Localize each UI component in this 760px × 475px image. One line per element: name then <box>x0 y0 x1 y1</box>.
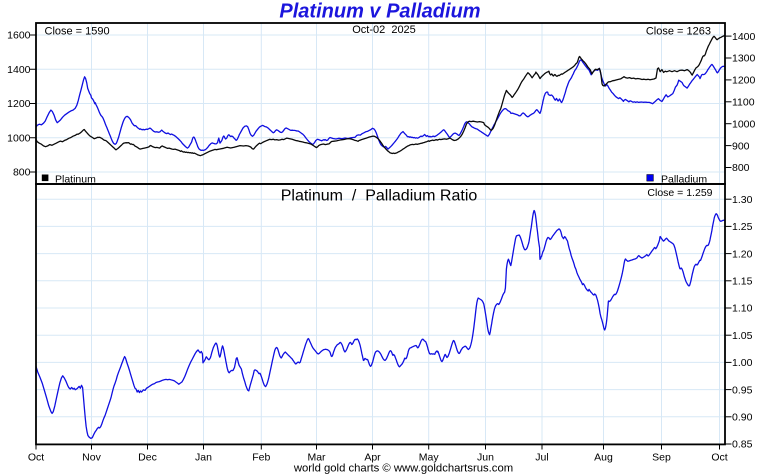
svg-text:Jul: Jul <box>535 451 548 463</box>
svg-text:0.90: 0.90 <box>732 412 753 424</box>
svg-text:1300: 1300 <box>732 53 756 65</box>
svg-text:1.05: 1.05 <box>732 330 753 342</box>
svg-text:1.15: 1.15 <box>732 276 753 288</box>
svg-text:world gold charts © www.goldch: world gold charts © www.goldchartsrus.co… <box>293 462 513 474</box>
svg-text:Platinum v Palladium: Platinum v Palladium <box>279 1 480 23</box>
svg-text:Aug: Aug <box>594 451 613 463</box>
svg-text:1200: 1200 <box>732 75 756 87</box>
svg-text:0.85: 0.85 <box>732 439 753 451</box>
svg-text:1100: 1100 <box>732 97 755 109</box>
svg-text:1200: 1200 <box>7 98 31 110</box>
svg-text:Platinum / Palladium Ratio: Platinum / Palladium Ratio <box>281 188 478 205</box>
svg-text:1.25: 1.25 <box>732 221 753 233</box>
svg-text:800: 800 <box>13 167 31 179</box>
svg-text:Close = 1.259: Close = 1.259 <box>647 187 712 199</box>
svg-text:1000: 1000 <box>7 132 31 144</box>
svg-text:Close = 1263: Close = 1263 <box>646 26 711 38</box>
svg-text:1400: 1400 <box>7 64 31 76</box>
svg-text:1.30: 1.30 <box>732 194 753 206</box>
svg-text:Mar: Mar <box>307 451 326 463</box>
svg-text:Sep: Sep <box>652 451 671 463</box>
svg-text:Nov: Nov <box>82 451 101 463</box>
svg-text:Oct: Oct <box>28 451 44 463</box>
svg-text:1600: 1600 <box>7 30 31 42</box>
svg-text:Apr: Apr <box>364 451 381 463</box>
svg-text:1400: 1400 <box>732 31 756 43</box>
svg-text:1.10: 1.10 <box>732 303 753 315</box>
svg-text:Palladium: Palladium <box>661 173 707 185</box>
svg-text:Platinum: Platinum <box>55 173 96 185</box>
svg-text:800: 800 <box>732 162 750 174</box>
svg-text:1000: 1000 <box>732 118 756 130</box>
svg-text:0.95: 0.95 <box>732 384 753 396</box>
svg-text:1.00: 1.00 <box>732 357 753 369</box>
svg-text:1.20: 1.20 <box>732 248 753 260</box>
svg-text:Oct-02 2025: Oct-02 2025 <box>352 24 416 36</box>
svg-text:May: May <box>419 451 440 463</box>
svg-text:Oct: Oct <box>711 451 727 463</box>
svg-text:Close = 1590: Close = 1590 <box>45 26 110 38</box>
svg-text:Feb: Feb <box>252 451 270 463</box>
svg-text:900: 900 <box>732 140 750 152</box>
svg-text:Jan: Jan <box>195 451 212 463</box>
svg-text:Dec: Dec <box>138 451 157 463</box>
svg-text:Jun: Jun <box>477 451 494 463</box>
